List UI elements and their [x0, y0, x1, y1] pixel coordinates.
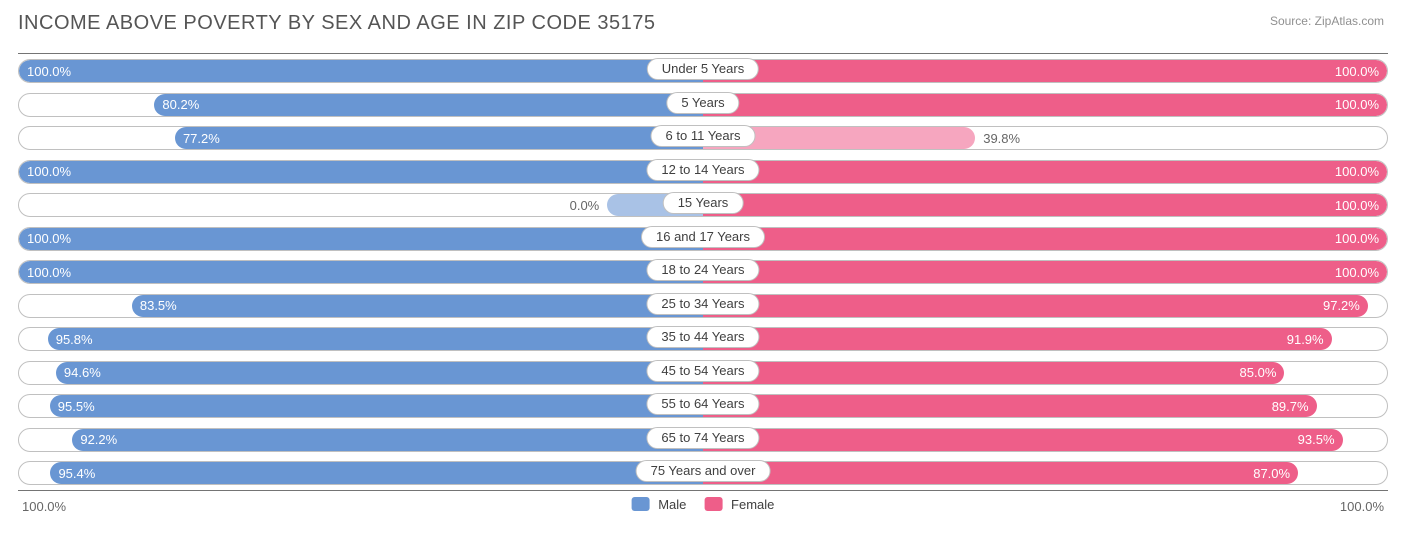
value-female: 100.0% — [1327, 94, 1387, 116]
category-label: Under 5 Years — [647, 58, 759, 80]
legend-swatch-male — [632, 497, 650, 511]
chart-title: INCOME ABOVE POVERTY BY SEX AND AGE IN Z… — [18, 12, 1388, 35]
chart-row: 100.0% 100.0% Under 5 Years — [18, 54, 1388, 88]
chart-row: 100.0% 100.0% 16 and 17 Years — [18, 222, 1388, 256]
value-male: 100.0% — [19, 228, 79, 250]
category-label: 25 to 34 Years — [646, 293, 759, 315]
bar-female — [703, 462, 1298, 484]
bar-female — [703, 429, 1343, 451]
bar-male — [19, 161, 703, 183]
legend-label-female: Female — [731, 497, 774, 512]
bar-male — [48, 328, 703, 350]
value-male: 83.5% — [132, 295, 185, 317]
category-label: 15 Years — [663, 192, 744, 214]
value-female: 100.0% — [1327, 60, 1387, 82]
value-male: 94.6% — [56, 362, 109, 384]
category-label: 18 to 24 Years — [646, 259, 759, 281]
chart-row: 95.5% 89.7% 55 to 64 Years — [18, 389, 1388, 423]
bar-male — [132, 295, 703, 317]
category-label: 16 and 17 Years — [641, 226, 765, 248]
bar-male — [19, 228, 703, 250]
value-male: 77.2% — [175, 127, 228, 149]
chart-row: 83.5% 97.2% 25 to 34 Years — [18, 289, 1388, 323]
chart-row: 95.8% 91.9% 35 to 44 Years — [18, 322, 1388, 356]
value-female: 89.7% — [1264, 395, 1317, 417]
legend-item-male: Male — [632, 497, 687, 512]
category-label: 6 to 11 Years — [651, 125, 756, 147]
value-female: 100.0% — [1327, 261, 1387, 283]
value-male: 100.0% — [19, 161, 79, 183]
chart-footer: 100.0% 100.0% Male Female — [18, 490, 1388, 524]
category-label: 65 to 74 Years — [646, 427, 759, 449]
category-label: 45 to 54 Years — [646, 360, 759, 382]
bar-male — [175, 127, 703, 149]
bar-male — [19, 261, 703, 283]
value-female: 100.0% — [1327, 228, 1387, 250]
chart-row: 100.0% 100.0% 18 to 24 Years — [18, 255, 1388, 289]
plot-area: 100.0% 100.0% Under 5 Years 80.2% 100.0% 5 Ye… — [18, 53, 1388, 490]
value-male: 100.0% — [19, 60, 79, 82]
value-male: 0.0% — [562, 194, 608, 216]
category-label: 5 Years — [666, 92, 739, 114]
source-attribution: Source: ZipAtlas.com — [1270, 14, 1384, 28]
legend-label-male: Male — [658, 497, 686, 512]
category-label: 12 to 14 Years — [646, 159, 759, 181]
value-female: 97.2% — [1315, 295, 1368, 317]
bar-female — [703, 161, 1387, 183]
bar-male — [72, 429, 703, 451]
category-label: 55 to 64 Years — [646, 393, 759, 415]
chart-container: INCOME ABOVE POVERTY BY SEX AND AGE IN Z… — [0, 0, 1406, 559]
bar-female — [703, 328, 1332, 350]
axis-label-right: 100.0% — [1340, 499, 1384, 514]
chart-row: 0.0% 100.0% 15 Years — [18, 188, 1388, 222]
axis-label-left: 100.0% — [22, 499, 66, 514]
value-female: 100.0% — [1327, 161, 1387, 183]
legend-swatch-female — [704, 497, 722, 511]
category-label: 35 to 44 Years — [646, 326, 759, 348]
value-female: 85.0% — [1232, 362, 1285, 384]
bar-female — [703, 362, 1284, 384]
bar-male — [154, 94, 703, 116]
value-female: 91.9% — [1279, 328, 1332, 350]
chart-row: 94.6% 85.0% 45 to 54 Years — [18, 356, 1388, 390]
legend-item-female: Female — [704, 497, 774, 512]
value-male: 95.8% — [48, 328, 101, 350]
bar-male — [19, 60, 703, 82]
value-female: 93.5% — [1290, 429, 1343, 451]
value-male: 95.5% — [50, 395, 103, 417]
chart-row: 92.2% 93.5% 65 to 74 Years — [18, 423, 1388, 457]
value-female: 100.0% — [1327, 194, 1387, 216]
bar-female — [703, 261, 1387, 283]
bar-female — [703, 94, 1387, 116]
bar-female — [703, 295, 1368, 317]
bar-male — [50, 395, 703, 417]
bar-female — [703, 228, 1387, 250]
bar-male — [56, 362, 703, 384]
category-label: 75 Years and over — [636, 460, 771, 482]
value-male: 100.0% — [19, 261, 79, 283]
chart-row: 77.2% 39.8% 6 to 11 Years — [18, 121, 1388, 155]
chart-row: 95.4% 87.0% 75 Years and over — [18, 456, 1388, 490]
value-male: 95.4% — [50, 462, 103, 484]
chart-row: 100.0% 100.0% 12 to 14 Years — [18, 155, 1388, 189]
bar-male — [50, 462, 703, 484]
value-female: 87.0% — [1245, 462, 1298, 484]
value-female: 39.8% — [975, 127, 1028, 149]
value-male: 92.2% — [72, 429, 125, 451]
legend: Male Female — [632, 497, 775, 512]
chart-row: 80.2% 100.0% 5 Years — [18, 88, 1388, 122]
bar-female — [703, 194, 1387, 216]
bar-female — [703, 60, 1387, 82]
value-male: 80.2% — [154, 94, 207, 116]
bar-female — [703, 395, 1317, 417]
